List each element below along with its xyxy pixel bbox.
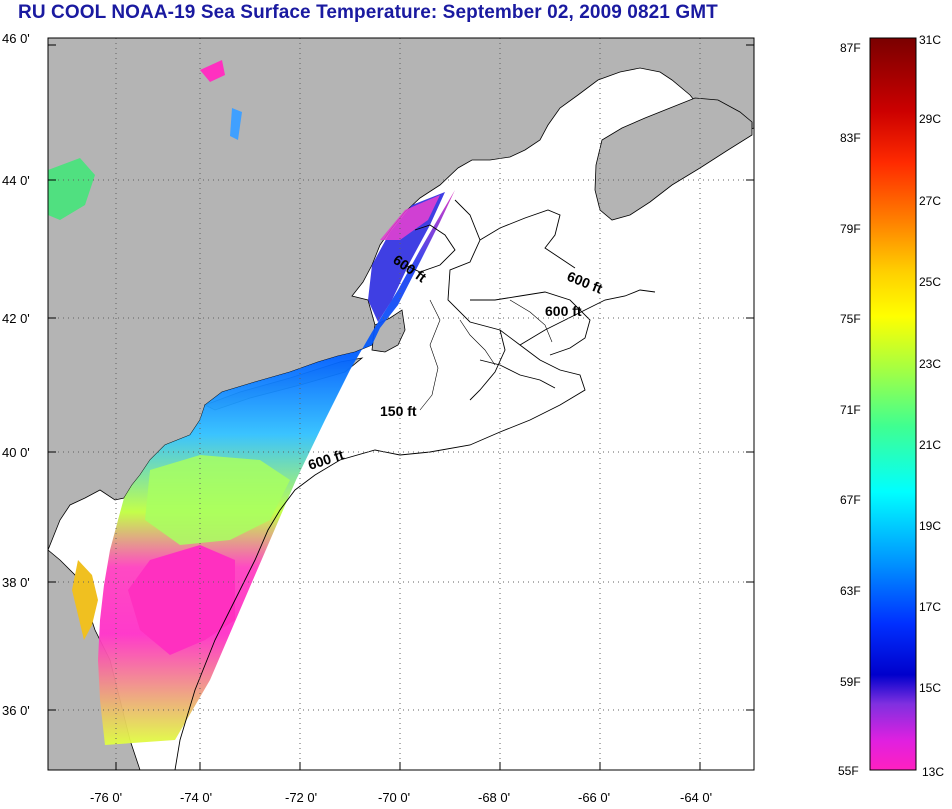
lat-tick-label: 38 0' <box>2 575 30 590</box>
lat-tick-label: 44 0' <box>2 173 30 188</box>
land-nova-scotia <box>594 97 753 221</box>
colorbar-f-label: 75F <box>840 312 861 326</box>
bathymetry-detail <box>419 299 553 411</box>
colorbar-f-label: 79F <box>840 222 861 236</box>
lon-tick-label: -70 0' <box>378 790 410 805</box>
colorbar-c-label: 25C <box>919 275 941 289</box>
lon-tick-label: -64 0' <box>680 790 712 805</box>
sst-warm-patch <box>128 545 235 655</box>
colorbar-c-label: 27C <box>919 194 941 208</box>
colorbar-c-label: 13C <box>922 765 944 779</box>
colorbar-c-label: 19C <box>919 519 941 533</box>
colorbar-c-label: 15C <box>919 681 941 695</box>
lon-tick-label: -66 0' <box>578 790 610 805</box>
colorbar-f-label: 83F <box>840 131 861 145</box>
lon-tick-label: -68 0' <box>478 790 510 805</box>
lat-tick-label: 46 0' <box>2 31 30 46</box>
lon-tick-label: -76 0' <box>90 790 122 805</box>
colorbar-c-label: 23C <box>919 357 941 371</box>
colorbar-c-label: 29C <box>919 112 941 126</box>
graticule <box>48 38 754 770</box>
frame-ticks <box>48 44 754 770</box>
lake-patch <box>230 108 242 140</box>
map-title: RU COOL NOAA-19 Sea Surface Temperature:… <box>18 2 718 23</box>
colorbar-f-label: 63F <box>840 584 861 598</box>
colorbar-f-label: 87F <box>840 41 861 55</box>
lake-patch <box>48 158 95 220</box>
lat-tick-label: 40 0' <box>2 445 30 460</box>
colorbar-f-label: 55F <box>838 764 859 778</box>
lat-tick-label: 36 0' <box>2 703 30 718</box>
lon-tick-label: -74 0' <box>180 790 212 805</box>
colorbar-f-label: 67F <box>840 493 861 507</box>
temperature-colorbar <box>869 37 917 771</box>
contour-label: 600 ft <box>545 303 582 319</box>
sst-gulf-of-maine-patch <box>368 192 445 322</box>
lake-patch <box>200 60 225 82</box>
land-cape-cod <box>371 309 406 353</box>
sst-cool-patch <box>145 455 290 545</box>
colorbar-c-label: 31C <box>919 33 941 47</box>
colorbar-c-label: 17C <box>919 600 941 614</box>
sst-gulf-of-maine-warm <box>380 195 440 240</box>
map-content: 600 ft 600 ft 600 ft 150 ft 600 ft <box>48 38 754 770</box>
map-frame <box>47 37 755 771</box>
colorbar-f-label: 71F <box>840 403 861 417</box>
lat-tick-label: 42 0' <box>2 311 30 326</box>
colorbar-f-label: 59F <box>840 675 861 689</box>
sst-chesapeake <box>72 560 98 640</box>
contour-label: 150 ft <box>380 403 417 419</box>
bathymetry-contours <box>174 199 656 770</box>
lon-tick-label: -72 0' <box>285 790 317 805</box>
colorbar-c-label: 21C <box>919 438 941 452</box>
